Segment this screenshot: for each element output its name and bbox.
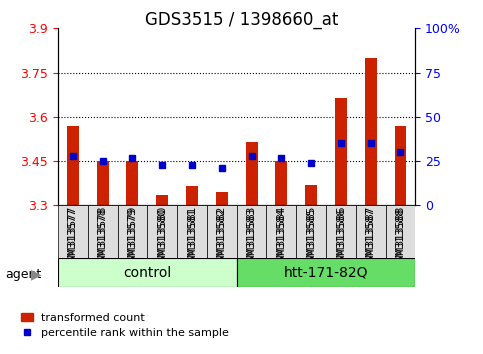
Text: GSM313580: GSM313580 [157, 205, 167, 269]
FancyBboxPatch shape [385, 205, 415, 258]
FancyBboxPatch shape [237, 258, 415, 287]
Bar [365, 58, 377, 205]
Bar [395, 126, 407, 205]
Bar [275, 161, 287, 205]
Text: GSM313581: GSM313581 [187, 205, 197, 269]
Text: GSM313579: GSM313579 [128, 208, 138, 272]
Text: GSM313581: GSM313581 [187, 208, 197, 272]
FancyBboxPatch shape [58, 258, 237, 287]
FancyBboxPatch shape [356, 205, 385, 258]
Text: GSM313583: GSM313583 [246, 208, 256, 272]
Text: GSM313588: GSM313588 [396, 205, 406, 269]
Text: GSM313579: GSM313579 [128, 205, 138, 269]
FancyBboxPatch shape [267, 205, 296, 258]
Bar [335, 98, 347, 205]
Text: control: control [123, 266, 171, 280]
Text: GSM313578: GSM313578 [98, 208, 108, 272]
Text: htt-171-82Q: htt-171-82Q [284, 266, 368, 280]
Bar [186, 186, 198, 205]
Text: GDS3515 / 1398660_at: GDS3515 / 1398660_at [145, 11, 338, 29]
Text: GSM313585: GSM313585 [306, 208, 316, 272]
Text: agent: agent [5, 268, 41, 281]
Text: GSM313577: GSM313577 [68, 208, 78, 272]
FancyBboxPatch shape [177, 205, 207, 258]
Text: GSM313582: GSM313582 [217, 205, 227, 269]
Text: GSM313582: GSM313582 [217, 208, 227, 272]
Text: GSM313585: GSM313585 [306, 205, 316, 269]
Bar [216, 192, 228, 205]
FancyBboxPatch shape [58, 205, 88, 258]
Bar [305, 185, 317, 205]
Bar [127, 161, 139, 205]
Text: GSM313587: GSM313587 [366, 208, 376, 272]
Text: GSM313586: GSM313586 [336, 205, 346, 269]
Text: GSM313577: GSM313577 [68, 205, 78, 269]
FancyBboxPatch shape [326, 205, 356, 258]
Legend: transformed count, percentile rank within the sample: transformed count, percentile rank withi… [17, 308, 234, 343]
Text: ▶: ▶ [31, 267, 42, 281]
FancyBboxPatch shape [117, 205, 147, 258]
Bar [156, 195, 168, 205]
Bar [97, 161, 109, 205]
FancyBboxPatch shape [147, 205, 177, 258]
Text: GSM313578: GSM313578 [98, 205, 108, 269]
Text: GSM313586: GSM313586 [336, 208, 346, 272]
Text: GSM313584: GSM313584 [276, 208, 286, 272]
Text: GSM313583: GSM313583 [246, 205, 256, 269]
FancyBboxPatch shape [237, 205, 267, 258]
FancyBboxPatch shape [207, 205, 237, 258]
Text: GSM313587: GSM313587 [366, 205, 376, 269]
Text: GSM313588: GSM313588 [396, 208, 406, 272]
FancyBboxPatch shape [88, 205, 117, 258]
Bar [67, 126, 79, 205]
Text: GSM313580: GSM313580 [157, 208, 167, 271]
Bar [246, 142, 257, 205]
Text: GSM313584: GSM313584 [276, 205, 286, 269]
FancyBboxPatch shape [296, 205, 326, 258]
